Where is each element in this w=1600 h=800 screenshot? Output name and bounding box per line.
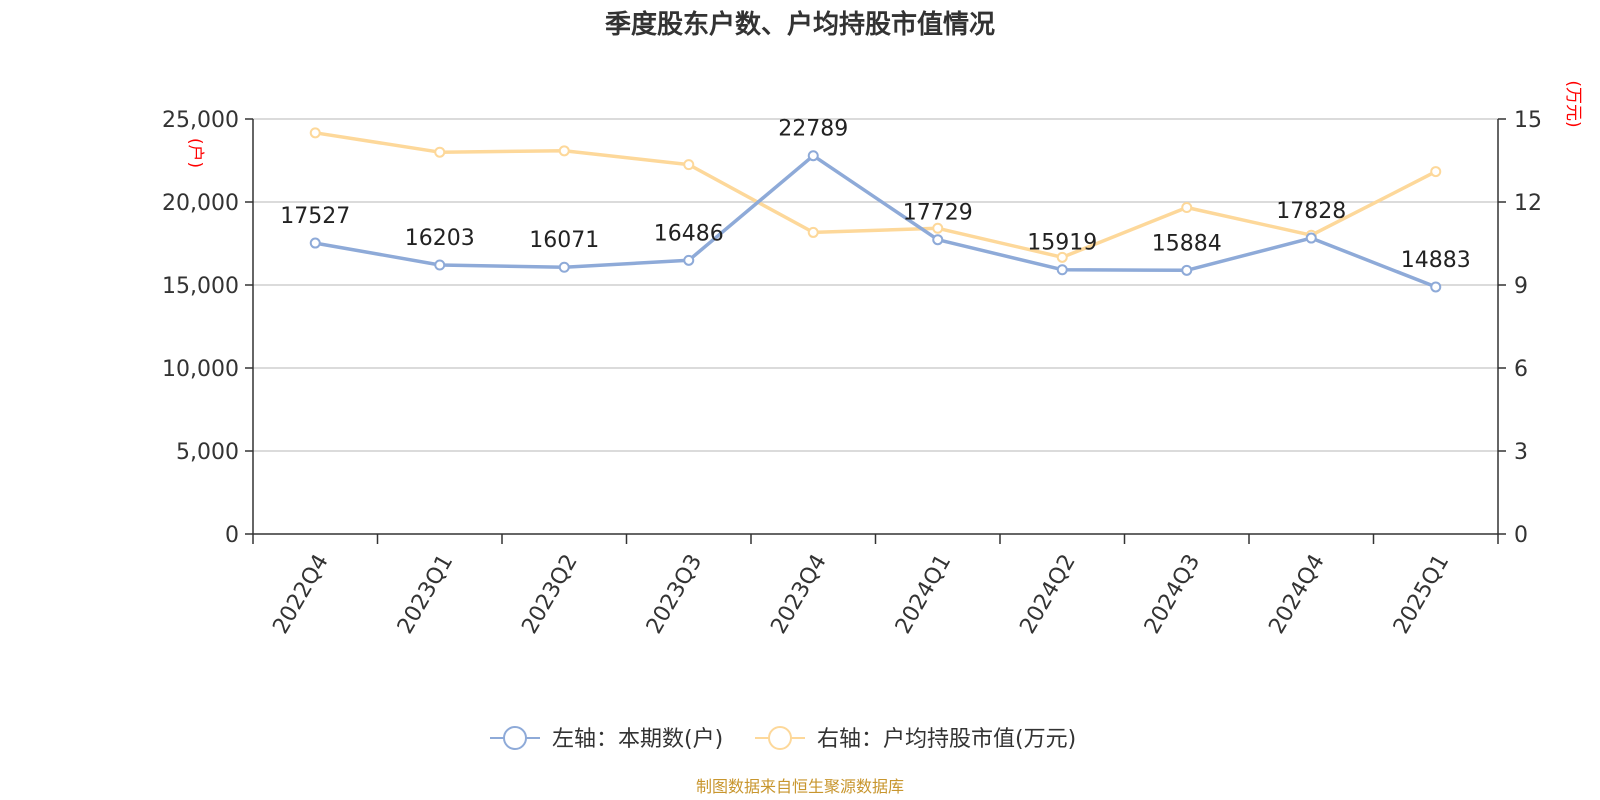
data-point-market-value[interactable]: [807, 226, 819, 238]
data-label: 14883: [1401, 248, 1471, 273]
left-axis-unit: (户): [185, 138, 205, 168]
x-tick-label: 2024Q3: [1140, 550, 1205, 638]
x-tick-label: 2023Q3: [642, 550, 707, 638]
left-tick-label: 5,000: [176, 440, 239, 465]
data-point-market-value[interactable]: [434, 146, 446, 158]
data-label: 15919: [1027, 231, 1097, 256]
series-line-market-value: [315, 131, 1437, 260]
data-point-households[interactable]: [1305, 232, 1317, 244]
data-point-households[interactable]: [558, 261, 570, 273]
series-layer: [309, 127, 1442, 293]
legend-item-market-value[interactable]: 右轴：户均持股市值(万元): [755, 726, 1076, 752]
legend[interactable]: 左轴：本期数(户) 右轴：户均持股市值(万元): [490, 726, 1076, 752]
data-point-market-value[interactable]: [1056, 251, 1068, 263]
series-line-households: [314, 153, 1437, 289]
data-point-households[interactable]: [434, 259, 446, 271]
x-tick-label: 2022Q4: [268, 550, 333, 638]
right-tick-label: 0: [1514, 523, 1528, 548]
data-point-market-value[interactable]: [1181, 202, 1193, 214]
left-tick-label: 25,000: [162, 108, 239, 133]
left-tick-label: 0: [225, 523, 239, 548]
x-tick-label: 2025Q1: [1389, 550, 1454, 638]
source-note: 制图数据来自恒生聚源数据库: [696, 777, 904, 796]
right-tick-label: 15: [1514, 108, 1542, 133]
data-point-market-value[interactable]: [1430, 166, 1442, 178]
data-point-households[interactable]: [1181, 264, 1193, 276]
right-axis-unit: (万元): [1563, 80, 1583, 127]
left-tick-label: 15,000: [162, 274, 239, 299]
data-label: 17729: [903, 201, 973, 226]
legend-item-households[interactable]: 左轴：本期数(户): [490, 726, 723, 752]
left-tick-label: 10,000: [162, 357, 239, 382]
x-tick-label: 2023Q2: [517, 550, 582, 638]
data-point-market-value[interactable]: [309, 127, 321, 139]
data-point-households[interactable]: [1056, 264, 1068, 276]
left-axis-ticks: 0 5,000 10,000 15,000 20,000 25,000: [162, 108, 253, 548]
data-point-market-value[interactable]: [683, 159, 695, 171]
legend-marker-households: [503, 726, 527, 750]
data-label: 17828: [1276, 199, 1346, 224]
data-label: 16203: [405, 226, 475, 251]
chart-title: 季度股东户数、户均持股市值情况: [605, 9, 995, 40]
data-label: 16071: [529, 228, 599, 253]
x-tick-label: 2023Q4: [766, 550, 831, 638]
legend-label-market-value: 右轴：户均持股市值(万元): [817, 727, 1076, 752]
data-labels: 17527 16203 16071 16486 22789 17729 15919 15884…: [280, 117, 1471, 273]
data-label: 16486: [654, 221, 724, 246]
data-point-market-value[interactable]: [558, 145, 570, 157]
data-label: 17527: [280, 204, 350, 229]
data-point-households[interactable]: [807, 150, 819, 162]
legend-marker-market-value: [768, 726, 792, 750]
right-tick-label: 9: [1514, 274, 1528, 299]
data-point-households[interactable]: [683, 254, 695, 266]
x-tick-label: 2023Q1: [393, 550, 458, 638]
right-tick-label: 6: [1514, 357, 1528, 382]
left-tick-label: 20,000: [162, 191, 239, 216]
right-axis-ticks: 0 3 6 9 12 15: [1498, 108, 1542, 548]
x-axis-ticks: 2022Q4 2023Q1 2023Q2 2023Q3 2023Q4 2024Q1 2024…: [252, 534, 1499, 638]
data-label: 22789: [778, 117, 848, 142]
right-tick-label: 12: [1514, 191, 1542, 216]
data-point-households[interactable]: [932, 234, 944, 246]
right-tick-label: 3: [1514, 440, 1528, 465]
data-point-households[interactable]: [1430, 281, 1442, 293]
data-point-households[interactable]: [309, 237, 321, 249]
gridlines: [253, 118, 1498, 452]
axes: [252, 119, 1499, 535]
x-tick-label: 2024Q4: [1264, 550, 1329, 638]
data-label: 15884: [1152, 231, 1222, 256]
legend-label-households: 左轴：本期数(户): [552, 727, 723, 752]
x-tick-label: 2024Q1: [891, 550, 956, 638]
data-point-market-value[interactable]: [932, 222, 944, 234]
x-tick-label: 2024Q2: [1015, 550, 1080, 638]
